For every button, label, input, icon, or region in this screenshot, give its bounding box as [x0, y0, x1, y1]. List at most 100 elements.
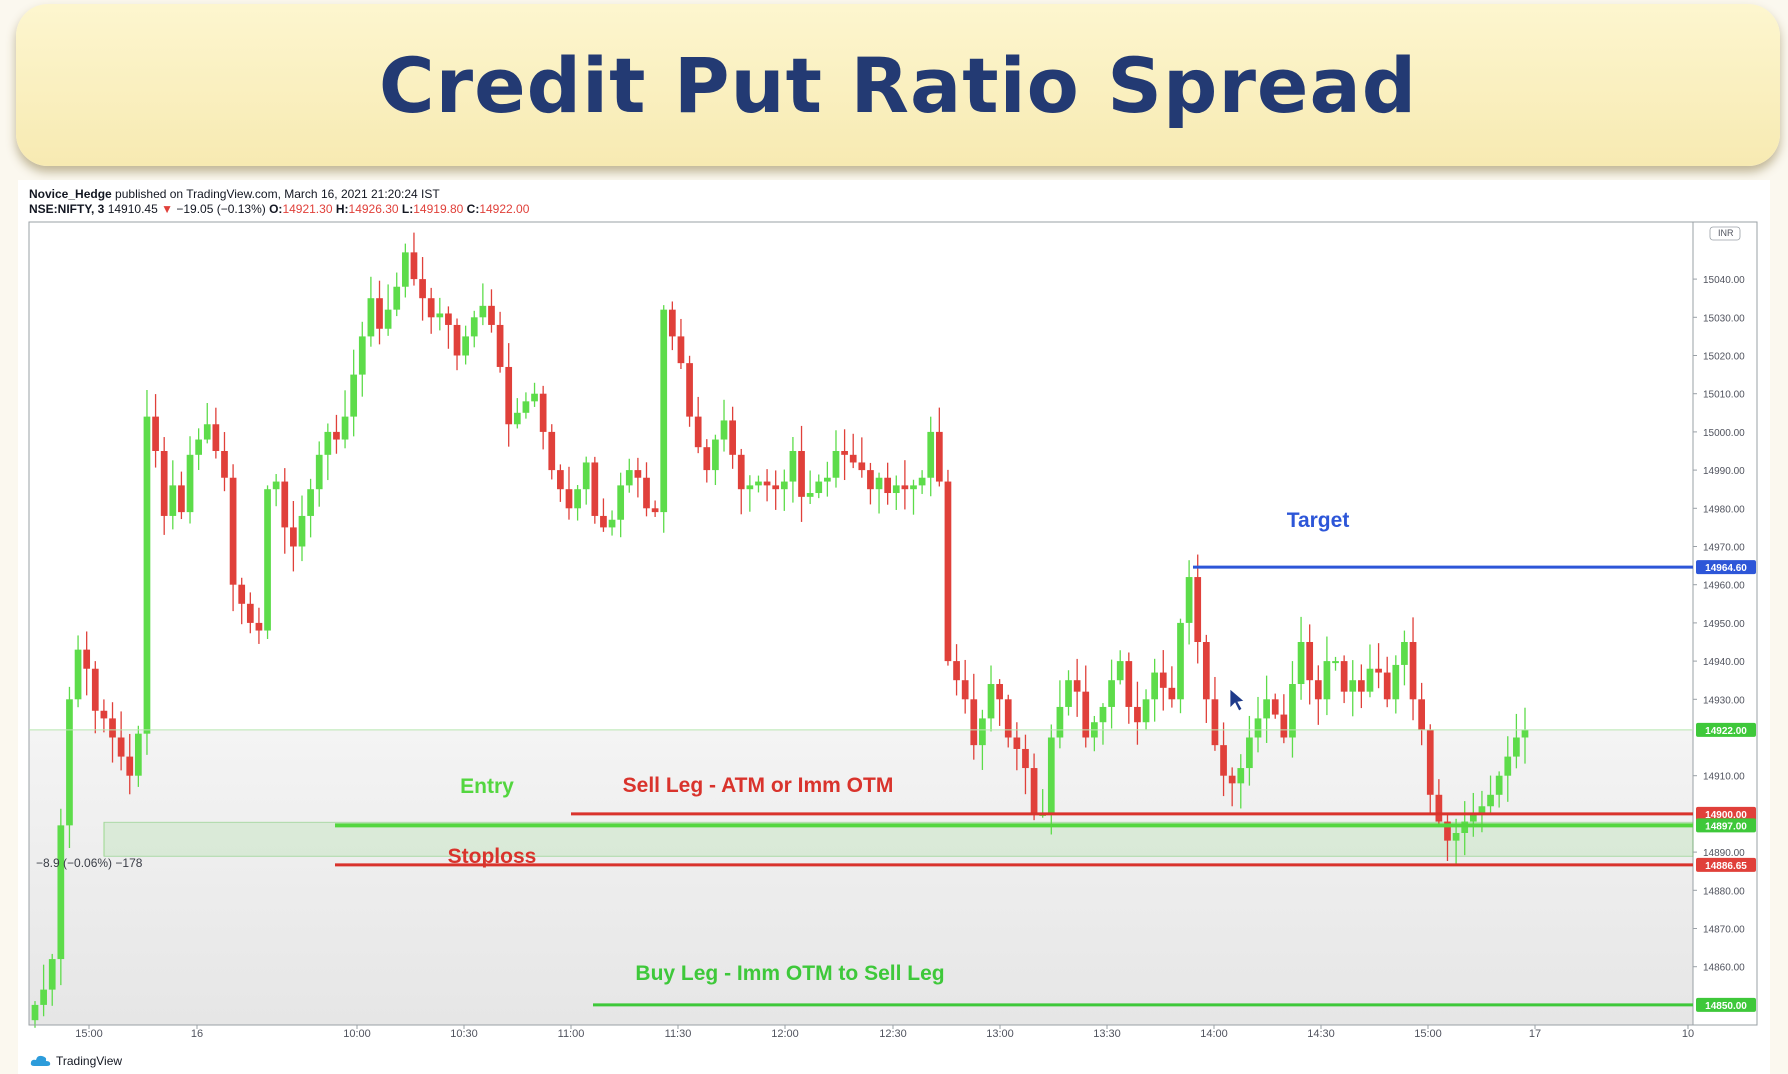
price-tick-label: 14910.00: [1703, 772, 1745, 783]
candle-body: [1340, 661, 1348, 692]
time-tick-label: 16: [191, 1028, 203, 1040]
candle-body: [1142, 699, 1150, 723]
candle-body: [445, 313, 452, 325]
candle-body: [350, 374, 358, 417]
candle-body: [1004, 699, 1012, 738]
candle-body: [40, 989, 47, 1005]
candle-body: [574, 489, 581, 509]
candle-body: [272, 481, 280, 490]
candle-body: [1349, 680, 1357, 692]
candle-body: [470, 317, 478, 337]
candle-body: [557, 470, 564, 490]
candle-body: [74, 649, 82, 700]
candle-body: [720, 420, 728, 440]
price-badge-label: 14886.65: [1705, 861, 1747, 872]
time-tick-label: 10:00: [343, 1028, 371, 1040]
candle-body: [126, 756, 134, 776]
candle-body: [1116, 661, 1124, 681]
candle-body: [186, 454, 194, 513]
price-tick-label: 15030.00: [1703, 313, 1745, 324]
candle-body: [324, 431, 332, 455]
price-badge: [1696, 857, 1756, 872]
candle-body: [1478, 806, 1486, 814]
candle-body: [1022, 748, 1029, 769]
candle-body: [737, 454, 745, 490]
candle-body: [169, 485, 177, 516]
time-tick-label: 13:00: [986, 1028, 1014, 1040]
candle-body: [927, 431, 935, 478]
candle-body: [1073, 680, 1081, 692]
candle-body: [1271, 699, 1279, 715]
symbol-name[interactable]: NSE:NIFTY, 3: [29, 202, 105, 216]
candle-body: [384, 309, 392, 329]
candle-body: [780, 481, 788, 490]
time-tick-label: 14:00: [1200, 1028, 1228, 1040]
candle-body: [410, 252, 418, 280]
time-tick-label: 17: [1529, 1028, 1541, 1040]
candle-body: [1211, 699, 1219, 746]
tradingview-logo[interactable]: TradingView: [30, 1054, 122, 1068]
candle-body: [901, 485, 909, 490]
candle-body: [1065, 680, 1072, 707]
target-label: Target: [1287, 509, 1350, 532]
price-badge: [1696, 722, 1756, 737]
candle-body: [264, 489, 271, 631]
price-tick-label: 14860.00: [1703, 963, 1745, 974]
candle-body: [987, 684, 995, 719]
candle-body: [358, 336, 366, 375]
candle-body: [979, 718, 986, 746]
candle-body: [1185, 577, 1193, 623]
candle-body: [290, 527, 297, 547]
candle-body: [255, 622, 263, 631]
candle-body: [1401, 642, 1408, 665]
candle-body: [1194, 577, 1202, 642]
candle-body: [281, 481, 289, 528]
candle-body: [1375, 668, 1382, 673]
symbol-legend: NSE:NIFTY, 3 14910.45 ▼ −19.05 (−0.13%) …: [29, 202, 529, 216]
publisher-name[interactable]: Novice_Hedge: [29, 187, 112, 201]
sell-leg-label: Sell Leg - ATM or Imm OTM: [623, 774, 894, 797]
price-change: −19.05 (−0.13%): [176, 202, 266, 216]
candle-body: [333, 431, 340, 440]
candle-body: [1444, 821, 1451, 841]
candle-body: [1056, 706, 1064, 738]
mouse-cursor-icon: [1229, 688, 1245, 712]
close-label: C:: [466, 202, 480, 216]
price-tick-label: 14870.00: [1703, 925, 1745, 936]
candle-body: [83, 649, 91, 669]
candle-body: [617, 485, 625, 520]
candle-body: [643, 477, 650, 509]
candle-body: [832, 451, 840, 478]
candle-body: [1202, 642, 1210, 700]
candle-body: [548, 431, 556, 471]
candle-body: [436, 313, 444, 318]
candle-body: [195, 439, 203, 455]
candle-body: [1392, 664, 1400, 700]
close-value: 14922.00: [479, 202, 530, 216]
candle-body: [1151, 672, 1159, 700]
candle-body: [143, 416, 151, 734]
candle-body: [1495, 775, 1503, 795]
down-arrow-icon: ▼: [161, 202, 173, 216]
candle-body: [1297, 642, 1305, 685]
price-badge-label: 14900.00: [1705, 810, 1747, 821]
candle-body: [867, 470, 874, 490]
candle-body: [944, 481, 952, 662]
candle-body: [1099, 706, 1107, 723]
candle-body: [746, 485, 754, 490]
candle-body: [961, 680, 969, 700]
candle-body: [513, 412, 521, 425]
candle-body: [910, 485, 917, 490]
candle-body: [815, 481, 823, 494]
price-tick-label: 14930.00: [1703, 695, 1745, 706]
candle-body: [660, 309, 668, 513]
candle-body: [341, 416, 349, 440]
candle-body: [376, 298, 383, 329]
candle-body: [686, 363, 693, 417]
candle-body: [953, 661, 960, 681]
axes: 15040.00 15030.00 15020.00 15010.00 15000.00…: [29, 226, 1757, 1040]
last-price: 14910.45: [107, 202, 158, 216]
high-value: 14926.30: [348, 202, 399, 216]
candles: [31, 232, 1529, 1028]
